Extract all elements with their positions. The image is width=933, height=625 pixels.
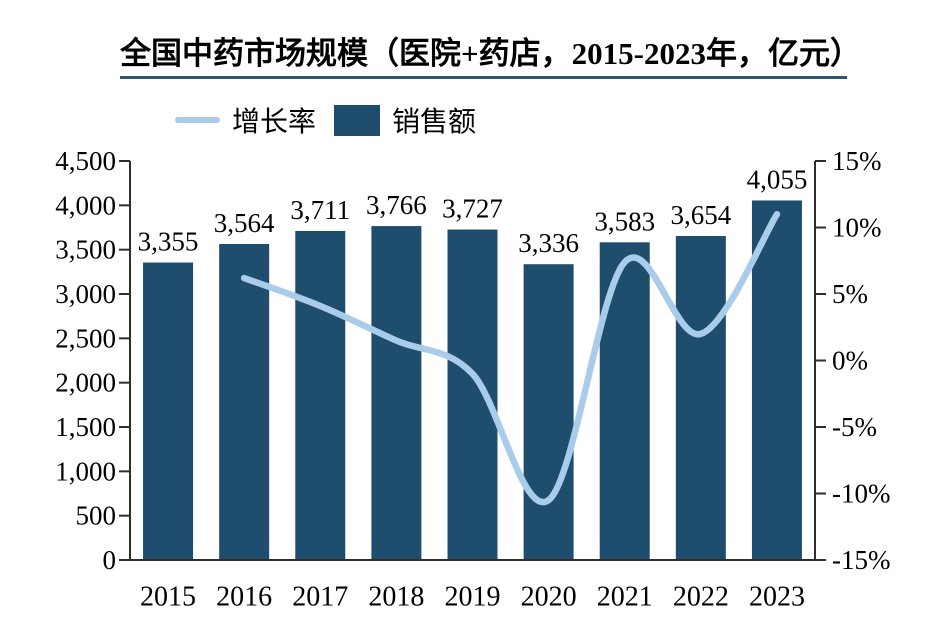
x-label-2023: 2023 (749, 582, 805, 613)
chart-legend: 增长率 销售额 (175, 101, 476, 139)
bar-label-2019: 3,727 (442, 194, 503, 224)
legend-item-growth-rate: 增长率 (175, 100, 316, 140)
x-label-2019: 2019 (445, 582, 501, 613)
right-axis-label--15: -15% (832, 545, 890, 575)
x-label-2017: 2017 (292, 582, 348, 613)
right-axis-label-5: 5% (832, 279, 868, 309)
bar-2015 (143, 262, 194, 560)
legend-item-sales: 销售额 (334, 100, 476, 140)
bar-2023 (751, 200, 802, 560)
x-label-2022: 2022 (673, 582, 729, 613)
bar-label-2021: 3,583 (594, 206, 655, 236)
bar-2021 (599, 242, 650, 561)
title-underline (120, 76, 847, 79)
right-axis-label--5: -5% (832, 412, 877, 442)
left-axis-label-1000: 1,000 (55, 456, 116, 486)
bar-label-2018: 3,766 (366, 190, 427, 220)
chart-title: 全国中药市场规模（医院+药店，2015-2023年，亿元） (120, 36, 861, 71)
bar-label-2020: 3,336 (518, 228, 579, 258)
left-axis-label-1500: 1,500 (55, 412, 116, 442)
left-axis-label-500: 500 (76, 501, 117, 531)
left-axis-label-4500: 4,500 (55, 146, 116, 176)
legend-label-sales: 销售额 (392, 107, 477, 138)
x-label-2018: 2018 (368, 582, 424, 613)
x-label-2015: 2015 (140, 582, 196, 613)
left-axis-label-2500: 2,500 (55, 323, 116, 353)
left-axis-label-0: 0 (103, 545, 117, 575)
bar-2018 (371, 226, 422, 560)
bar-2022 (675, 236, 726, 560)
sales-bar-swatch-icon (334, 104, 381, 136)
legend-label-growth-rate: 增长率 (232, 107, 317, 138)
bar-label-2017: 3,711 (290, 195, 350, 225)
right-axis-label-0: 0% (832, 346, 868, 376)
bar-label-2015: 3,355 (138, 227, 199, 257)
growth-rate-line (240, 210, 781, 506)
right-axis-label-10: 10% (832, 213, 882, 243)
left-axis-label-4000: 4,000 (55, 190, 116, 220)
bar-label-2023: 4,055 (747, 164, 808, 194)
bar-2020 (523, 264, 574, 560)
left-axis-label-3500: 3,500 (55, 235, 116, 265)
bar-label-2022: 3,654 (670, 200, 731, 230)
bar-2019 (447, 229, 498, 560)
left-axis-label-2000: 2,000 (55, 368, 116, 398)
right-axis-label-15: 15% (832, 146, 882, 176)
bar-label-2016: 3,564 (214, 208, 275, 238)
growth-rate-line-swatch-icon (175, 117, 220, 123)
x-label-2020: 2020 (521, 582, 577, 613)
x-label-2021: 2021 (597, 582, 653, 613)
x-label-2016: 2016 (216, 582, 272, 613)
right-axis-label--10: -10% (832, 479, 890, 509)
left-axis-label-3000: 3,000 (55, 279, 116, 309)
bar-2017 (295, 230, 346, 560)
bar-2016 (219, 243, 270, 560)
